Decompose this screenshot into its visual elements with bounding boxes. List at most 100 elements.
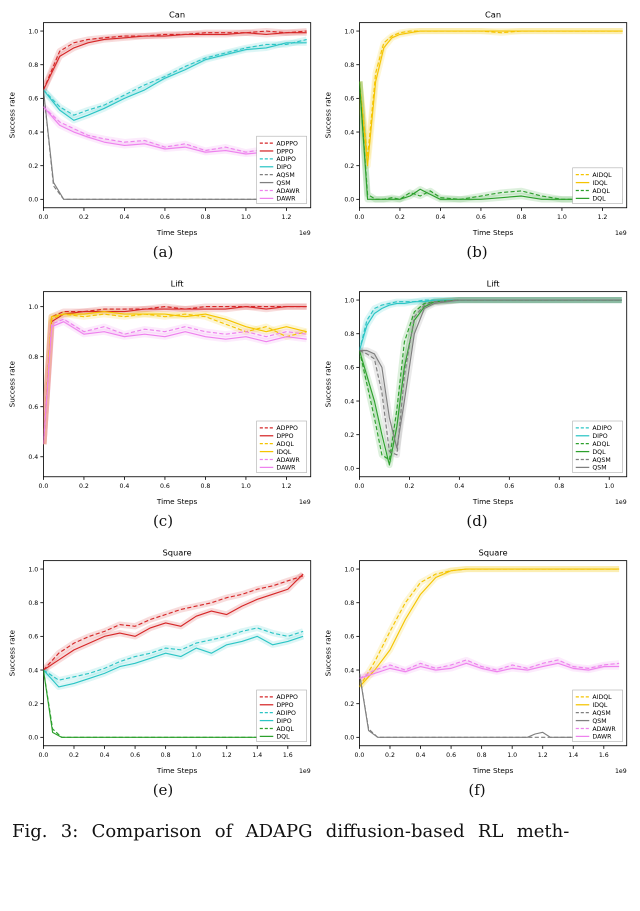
svg-text:0.8: 0.8 bbox=[344, 331, 354, 338]
subcaption-a: (a) bbox=[152, 242, 174, 261]
svg-text:0.8: 0.8 bbox=[200, 214, 210, 221]
svg-text:0.6: 0.6 bbox=[28, 404, 38, 411]
svg-text:0.0: 0.0 bbox=[354, 752, 364, 759]
chart-square-right: Square 0.0 0.2 0.4 0.6 0.8 1.0 1.2 1.4 1.6 0.0 0.2 0… bbox=[323, 547, 628, 775]
subcaption-c: (c) bbox=[152, 511, 174, 530]
svg-text:1.2: 1.2 bbox=[538, 752, 548, 759]
svg-text:0.8: 0.8 bbox=[28, 600, 38, 607]
svg-text:1.4: 1.4 bbox=[568, 752, 578, 759]
chart-title: Lift bbox=[171, 278, 185, 288]
legend-label: DIPO bbox=[276, 164, 291, 171]
subcaption-b: (b) bbox=[466, 242, 488, 261]
chart-can-right: Can 0.0 0.2 0.4 0.6 0.8 1.0 1.2 0.0 0.2 0.4 0.6 0.8 1… bbox=[323, 9, 628, 237]
svg-text:0.6: 0.6 bbox=[446, 752, 456, 759]
svg-text:1.0: 1.0 bbox=[557, 214, 567, 221]
series-line-adawr bbox=[43, 318, 307, 445]
legend-label: QSM bbox=[276, 180, 290, 187]
y-axis-label: Success rate bbox=[7, 92, 16, 139]
svg-text:1.4: 1.4 bbox=[252, 752, 262, 759]
subplot-b-panel: Can 0.0 0.2 0.4 0.6 0.8 1.0 1.2 0.0 0.2 0.4 0.6 0.8 1… bbox=[322, 6, 634, 239]
svg-text:0.0: 0.0 bbox=[38, 483, 48, 490]
legend-label: IDQL bbox=[592, 180, 608, 187]
legend-label: DQL bbox=[276, 734, 290, 741]
y-axis-label: Success rate bbox=[323, 629, 332, 676]
series-line-dppo bbox=[43, 573, 304, 671]
chart-title: Square bbox=[478, 547, 507, 557]
svg-text:0.2: 0.2 bbox=[79, 214, 89, 221]
svg-text:0.2: 0.2 bbox=[28, 701, 38, 708]
series-line-dppo bbox=[43, 32, 307, 91]
chart-square-left: Square 0.0 0.2 0.4 0.6 0.8 1.0 1.2 1.4 1.6 0.0 0.2 0… bbox=[7, 547, 312, 775]
svg-text:0.2: 0.2 bbox=[344, 163, 354, 170]
series-line-dipo bbox=[43, 42, 307, 121]
svg-text:0.6: 0.6 bbox=[344, 634, 354, 641]
svg-text:1.0: 1.0 bbox=[28, 566, 38, 573]
chart-title: Square bbox=[162, 547, 191, 557]
subplot-f-panel: Square 0.0 0.2 0.4 0.6 0.8 1.0 1.2 1.4 1.6 0.0 0.2 0… bbox=[322, 544, 634, 777]
svg-text:1.0: 1.0 bbox=[344, 297, 354, 304]
svg-text:1.0: 1.0 bbox=[28, 304, 38, 311]
svg-text:0.2: 0.2 bbox=[69, 752, 79, 759]
svg-text:0.4: 0.4 bbox=[100, 752, 110, 759]
series-line-dipo bbox=[359, 299, 622, 351]
series-line-idql bbox=[359, 568, 620, 688]
subcaption-row-3: (e) (f) bbox=[0, 781, 640, 799]
svg-text:1.2: 1.2 bbox=[281, 483, 291, 490]
svg-text:0.0: 0.0 bbox=[38, 752, 48, 759]
svg-text:1.2: 1.2 bbox=[222, 752, 232, 759]
svg-text:0.6: 0.6 bbox=[344, 365, 354, 372]
subplot-e-panel: Square 0.0 0.2 0.4 0.6 0.8 1.0 1.2 1.4 1.6 0.0 0.2 0… bbox=[6, 544, 318, 777]
svg-text:0.4: 0.4 bbox=[28, 667, 38, 674]
svg-text:0.6: 0.6 bbox=[28, 634, 38, 641]
plot-frame bbox=[43, 22, 312, 209]
series-line-dppo bbox=[43, 305, 307, 445]
chart-lift-left: Lift 0.0 0.2 0.4 0.6 0.8 1.0 1.2 0.4 0.6 0.8 1.0 Tim… bbox=[7, 278, 312, 506]
x-axis-label: Time Steps bbox=[472, 766, 514, 775]
series-line-idql bbox=[359, 30, 623, 167]
legend-label: ADQL bbox=[276, 726, 294, 733]
series-line-idql bbox=[43, 310, 307, 445]
svg-text:1.0: 1.0 bbox=[507, 752, 517, 759]
svg-text:0.0: 0.0 bbox=[28, 197, 38, 204]
svg-text:0.0: 0.0 bbox=[344, 466, 354, 473]
svg-text:0.6: 0.6 bbox=[504, 483, 514, 490]
svg-text:0.2: 0.2 bbox=[344, 701, 354, 708]
legend-label: AQSM bbox=[276, 172, 294, 179]
legend-label: IDQL bbox=[592, 702, 608, 709]
svg-text:1.0: 1.0 bbox=[241, 214, 251, 221]
series-line-adppo bbox=[43, 305, 307, 445]
svg-text:0.8: 0.8 bbox=[344, 600, 354, 607]
legend-label: ADPPO bbox=[276, 694, 298, 701]
x-axis-label: Time Steps bbox=[156, 766, 198, 775]
subcaption-row-2: (c) (d) bbox=[0, 512, 640, 530]
y-axis-label: Success rate bbox=[7, 360, 16, 407]
subcaption-f: (f) bbox=[468, 780, 486, 799]
series-line-adppo bbox=[43, 30, 307, 91]
x-scale-offset: 1e9 bbox=[299, 230, 311, 237]
x-scale-offset: 1e9 bbox=[299, 768, 311, 775]
svg-text:0.4: 0.4 bbox=[435, 214, 445, 221]
legend-label: DPPO bbox=[276, 702, 293, 709]
svg-text:0.8: 0.8 bbox=[554, 483, 564, 490]
svg-text:0.4: 0.4 bbox=[344, 129, 354, 136]
svg-text:0.6: 0.6 bbox=[160, 214, 170, 221]
subcaption-row-1: (a) (b) bbox=[0, 243, 640, 261]
svg-text:0.4: 0.4 bbox=[119, 214, 129, 221]
svg-text:0.4: 0.4 bbox=[344, 667, 354, 674]
legend-label: ADQL bbox=[276, 441, 294, 448]
series-line-adipo bbox=[43, 38, 307, 116]
svg-text:0.8: 0.8 bbox=[161, 752, 171, 759]
svg-text:0.6: 0.6 bbox=[476, 214, 486, 221]
figure-caption: Fig. 3: Comparison of ADAPG diffusion-ba… bbox=[12, 820, 570, 842]
subcaption-d: (d) bbox=[466, 511, 488, 530]
svg-text:1.0: 1.0 bbox=[604, 483, 614, 490]
svg-text:0.0: 0.0 bbox=[344, 197, 354, 204]
svg-text:0.4: 0.4 bbox=[28, 454, 38, 461]
chart-title: Can bbox=[169, 9, 185, 19]
chart-title: Lift bbox=[487, 278, 501, 288]
svg-text:1.6: 1.6 bbox=[599, 752, 609, 759]
svg-text:1.6: 1.6 bbox=[283, 752, 293, 759]
